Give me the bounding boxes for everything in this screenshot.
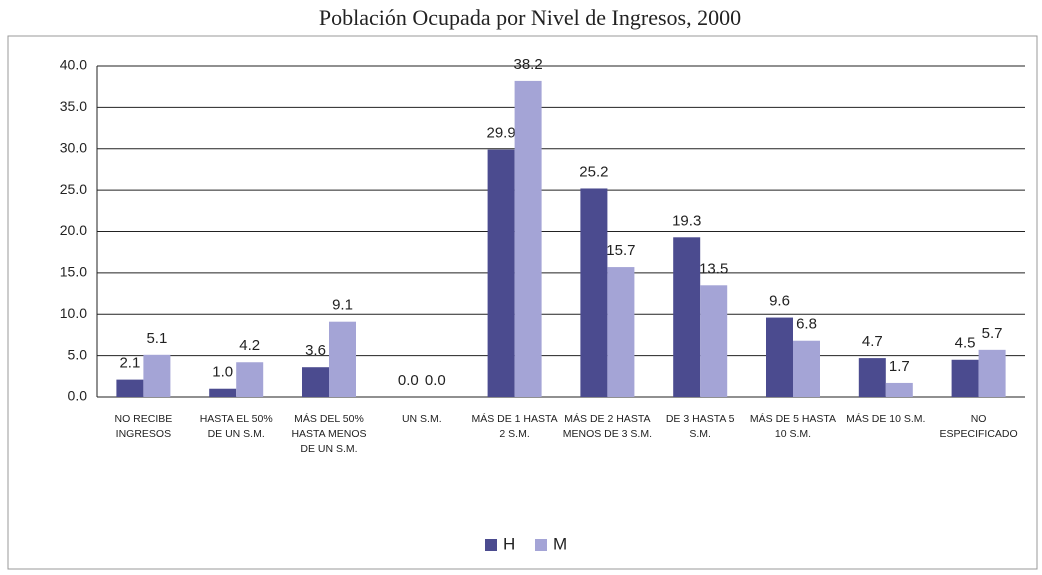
data-label: 0.0 (398, 372, 419, 389)
bar (885, 382, 913, 397)
data-label: 2.1 (119, 355, 140, 372)
bar (209, 388, 237, 397)
y-tick-label: 15.0 (60, 264, 87, 280)
y-tick-label: 0.0 (68, 388, 88, 404)
bar (514, 80, 542, 398)
y-tick-label: 30.0 (60, 139, 87, 155)
data-label: 4.2 (239, 337, 260, 354)
bar (236, 362, 264, 397)
bar (116, 379, 144, 397)
data-label: 6.8 (796, 316, 817, 333)
data-label: 13.5 (699, 260, 728, 277)
bar (580, 188, 608, 397)
bar (793, 340, 820, 397)
x-tick-label: HASTA EL 50% DE UN S.M. (199, 413, 273, 440)
data-label: 19.3 (672, 212, 701, 229)
bar (766, 317, 793, 397)
legend-label: M (553, 534, 567, 553)
data-label: 4.7 (862, 333, 883, 350)
y-tick-label: 35.0 (60, 98, 87, 114)
data-label: 4.5 (955, 335, 976, 352)
data-label: 9.1 (332, 297, 353, 314)
bar (143, 354, 171, 397)
y-tick-label: 20.0 (60, 222, 87, 238)
x-tick-label: NO ESPECIFICADO (939, 413, 1018, 440)
chart-title: Población Ocupada por Nivel de Ingresos,… (319, 5, 741, 30)
data-label: 3.6 (305, 342, 326, 359)
x-tick-label: MÁS DE 1 HASTA 2 S.M. (471, 413, 558, 440)
data-label: 1.0 (212, 364, 233, 381)
bar (329, 321, 356, 397)
legend-swatch (485, 539, 497, 551)
bar (951, 359, 979, 397)
data-label: 0.0 (425, 372, 446, 389)
data-label: 38.2 (513, 56, 542, 73)
x-tick-label: MÁS DE 5 HASTA 10 S.M. (749, 413, 837, 440)
bar (302, 367, 329, 397)
x-tick-label: MÁS DE 10 S.M. (846, 413, 926, 425)
y-tick-label: 5.0 (68, 346, 88, 362)
bar (487, 149, 515, 397)
x-tick-label: MÁS DEL 50% HASTA MENOS DE UN S.M. (291, 413, 367, 455)
bar (858, 358, 886, 397)
data-label: 25.2 (579, 163, 608, 180)
data-label: 15.7 (606, 242, 635, 259)
y-tick-label: 40.0 (60, 57, 87, 73)
data-label: 5.1 (146, 330, 167, 347)
y-tick-label: 10.0 (60, 305, 87, 321)
y-tick-label: 25.0 (60, 181, 87, 197)
chart-border (7, 35, 1038, 570)
bar (673, 237, 701, 397)
bar (700, 285, 728, 397)
x-tick-label: NO RECIBE INGRESOS (114, 413, 173, 440)
data-label: 29.9 (486, 125, 515, 142)
x-tick-label: MÁS DE 2 HASTA MENOS DE 3 S.M. (562, 413, 653, 440)
x-tick-label: UN S.M. (401, 413, 442, 425)
data-label: 9.6 (769, 293, 790, 310)
legend-swatch (535, 539, 547, 551)
bar (607, 267, 635, 397)
bar (978, 349, 1006, 397)
x-tick-label: DE 3 HASTA 5 S.M. (665, 413, 735, 440)
data-label: 5.7 (982, 325, 1003, 342)
data-label: 1.7 (889, 358, 910, 375)
legend-label: H (503, 534, 515, 553)
